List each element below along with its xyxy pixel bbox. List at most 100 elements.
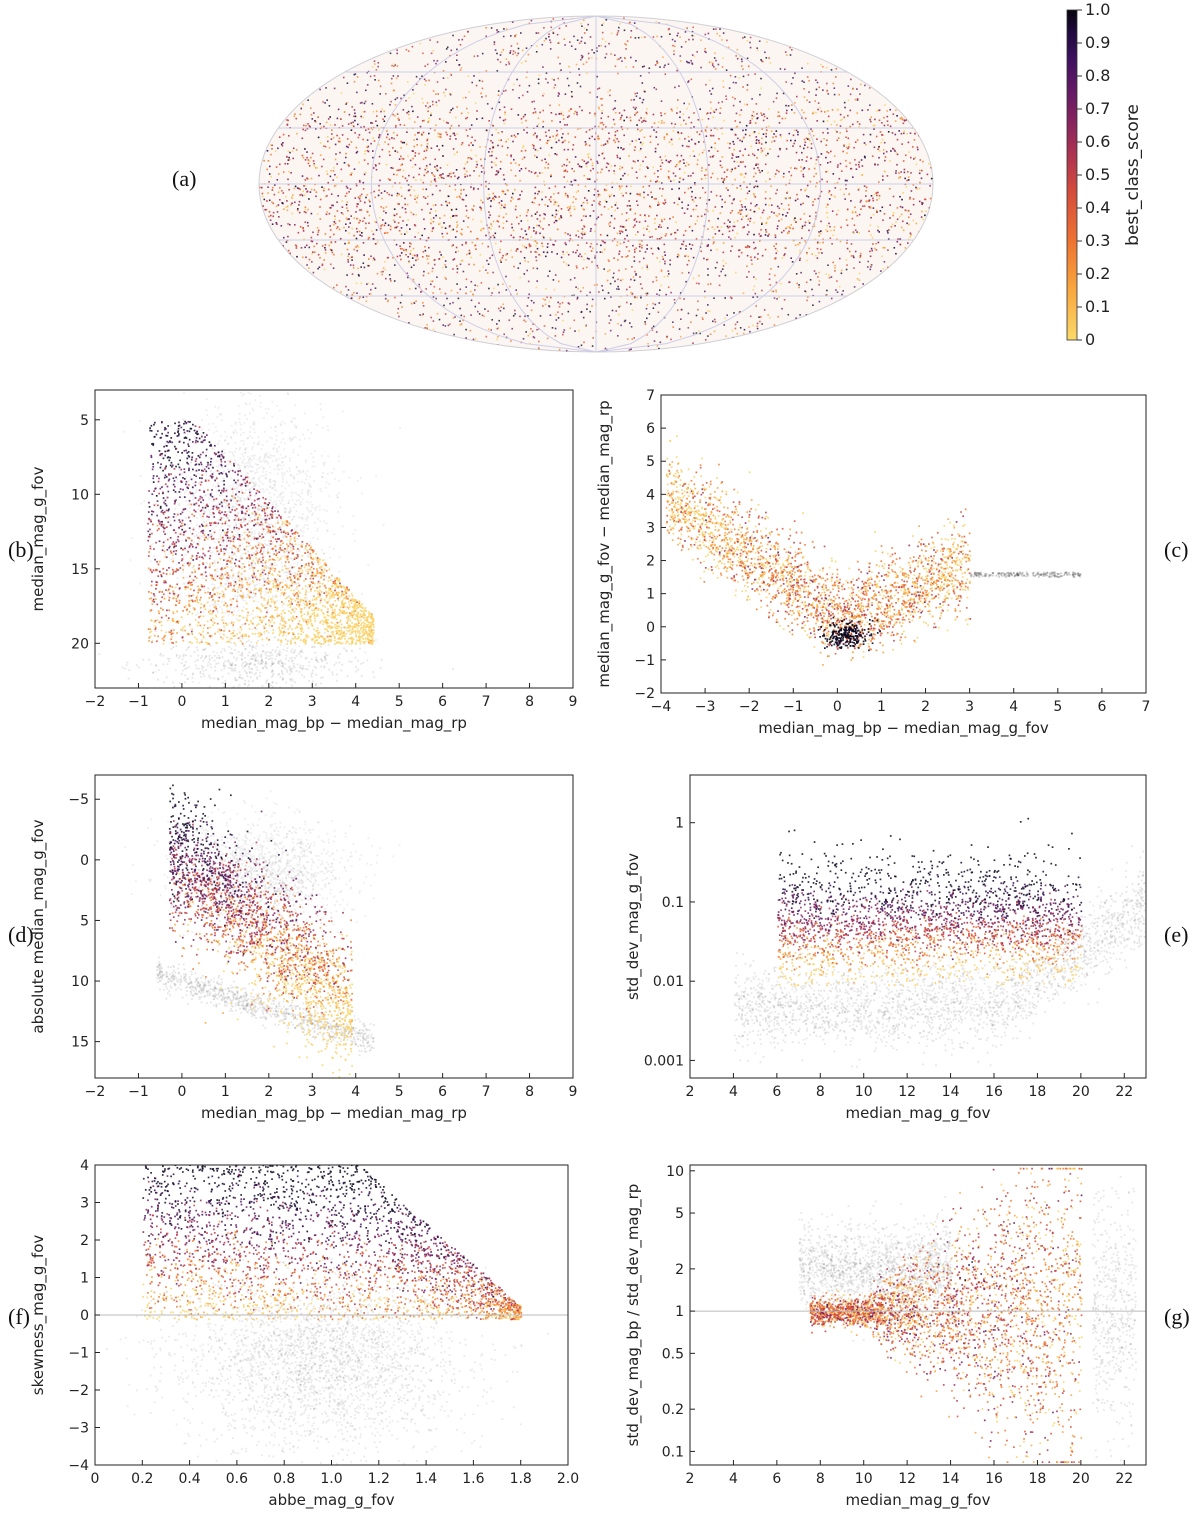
x-tick-label: 6 (438, 694, 447, 710)
x-tick-label: 4 (351, 1084, 360, 1100)
y-tick-label: 1 (80, 1271, 89, 1287)
axes-frame-b (94, 389, 574, 689)
x-tick-label: 16 (985, 1471, 1003, 1487)
y-tick-label: −1 (68, 1346, 89, 1362)
x-tick-label: 8 (816, 1471, 825, 1487)
x-tick-label: 0 (91, 1471, 100, 1487)
x-tick-label: −1 (783, 699, 804, 715)
y-tick-label: −2 (634, 686, 655, 702)
x-tick-label: 12 (898, 1084, 916, 1100)
x-tick-label: 18 (1029, 1471, 1047, 1487)
x-tick-label: 0.8 (273, 1471, 295, 1487)
x-tick-label: 0.2 (131, 1471, 153, 1487)
y-axis-label: skewness_mag_g_fov (29, 1235, 48, 1396)
scatter-points-d (124, 784, 401, 1078)
y-tick-label: 0.01 (653, 974, 684, 990)
panel-label-c: (c) (1164, 537, 1188, 563)
y-tick-label: 5 (80, 413, 89, 429)
x-tick-label: 7 (482, 1084, 491, 1100)
y-tick-label: 0.001 (644, 1053, 684, 1069)
panel-e: 2 4 6 8 10 12 14 16 18 20 22 0.001 0.01 0.1 1 median_ma… (624, 774, 1147, 1123)
x-tick-label: −2 (85, 1084, 106, 1100)
axes-frame-c (660, 394, 1147, 694)
colorbar-tick-label: 0.2 (1085, 264, 1110, 283)
x-tick-label: 8 (525, 1084, 534, 1100)
y-tick-label: 6 (646, 421, 655, 437)
colorbar-tick-label: 0.9 (1085, 33, 1110, 52)
y-tick-label: 0 (80, 1308, 89, 1324)
x-axis-label: median_mag_g_fov (846, 1104, 991, 1123)
x-tick-label: 18 (1029, 1084, 1047, 1100)
x-tick-label: 2 (686, 1471, 695, 1487)
panel-label-e: (e) (1164, 922, 1188, 948)
scatter-points-f (95, 1165, 568, 1465)
x-tick-label: 16 (985, 1084, 1003, 1100)
y-tick-label: 0.1 (662, 895, 684, 911)
axes-frame-d (94, 774, 574, 1079)
x-axis-label: median_mag_bp − median_mag_rp (201, 1104, 467, 1123)
x-tick-label: 2 (264, 1084, 273, 1100)
y-tick-label: 4 (646, 487, 655, 503)
y-tick-label: 7 (646, 388, 655, 404)
x-tick-label: 20 (1072, 1084, 1090, 1100)
y-tick-label: 5 (675, 1206, 684, 1222)
panel-c: −4 −3 −2 −1 0 1 2 3 4 5 6 7 −2 −1 0 1 2 3 4 5 6 7 median_mag_b… (595, 388, 1150, 738)
y-tick-label: 1 (646, 587, 655, 603)
y-tick-label: 0.1 (662, 1444, 684, 1460)
x-tick-label: 6 (438, 1084, 447, 1100)
y-tick-label: 10 (666, 1164, 684, 1180)
x-tick-label: 7 (482, 694, 491, 710)
y-tick-label: 10 (71, 487, 89, 503)
colorbar-label: best_class_score (1123, 104, 1143, 246)
x-tick-label: 0 (177, 694, 186, 710)
y-tick-label: 15 (71, 1035, 89, 1051)
x-tick-label: 2 (921, 699, 930, 715)
y-tick-label: 0.2 (662, 1402, 684, 1418)
colorbar-tick-label: 0.7 (1085, 99, 1110, 118)
x-tick-label: −2 (739, 699, 760, 715)
x-tick-label: −1 (128, 1084, 149, 1100)
panel-label-g: (g) (1164, 1304, 1190, 1330)
y-tick-label: 5 (80, 913, 89, 929)
y-tick-label: 5 (646, 454, 655, 470)
y-tick-label: 0 (646, 620, 655, 636)
x-tick-label: 2 (686, 1084, 695, 1100)
x-tick-label: 1 (877, 699, 886, 715)
x-tick-label: 0 (177, 1084, 186, 1100)
y-tick-label: 0.5 (662, 1346, 684, 1362)
colorbar-tick-label: 0.5 (1085, 165, 1110, 184)
x-tick-label: 4 (1009, 699, 1018, 715)
x-tick-label: −3 (695, 699, 716, 715)
x-tick-label: 3 (308, 694, 317, 710)
x-tick-label: 1.8 (510, 1471, 532, 1487)
x-tick-label: 22 (1115, 1084, 1133, 1100)
y-tick-label: 15 (71, 562, 89, 578)
x-tick-label: −2 (85, 694, 106, 710)
x-tick-label: 14 (942, 1084, 960, 1100)
colorbar-tick-label: 0.6 (1085, 132, 1110, 151)
y-tick-label: 4 (80, 1158, 89, 1174)
y-axis-label: median_mag_g_fov − median_mag_rp (595, 400, 614, 687)
x-tick-label: 5 (395, 694, 404, 710)
x-tick-label: 8 (525, 694, 534, 710)
x-tick-label: 4 (351, 694, 360, 710)
sky-map (258, 15, 934, 353)
x-tick-label: 6 (1097, 699, 1106, 715)
y-tick-label: 1 (675, 1304, 684, 1320)
scatter-points-b (98, 391, 454, 688)
scatter-points-c (665, 435, 1082, 666)
y-axis-label: median_mag_g_fov (29, 466, 48, 611)
x-tick-label: 4 (729, 1471, 738, 1487)
y-tick-label: −4 (68, 1458, 89, 1474)
x-tick-label: 7 (1142, 699, 1151, 715)
x-tick-label: 0.4 (178, 1471, 200, 1487)
y-tick-label: −2 (68, 1383, 89, 1399)
x-tick-label: 4 (729, 1084, 738, 1100)
panel-g: 2 4 6 8 10 12 14 16 18 20 220.10.20.512510median_m… (624, 1164, 1147, 1510)
median-line (787, 834, 1146, 1008)
colorbar-tick-label: 1.0 (1085, 0, 1110, 19)
x-axis-label: median_mag_bp − median_mag_rp (201, 714, 467, 733)
y-tick-label: −1 (634, 653, 655, 669)
x-tick-label: 22 (1115, 1471, 1133, 1487)
